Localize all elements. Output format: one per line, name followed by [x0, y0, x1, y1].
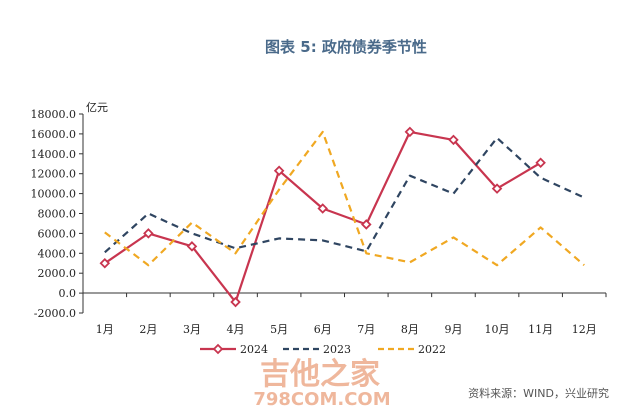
- series-point-2024: [273, 165, 285, 176]
- x-tick-label: 6月: [314, 323, 332, 336]
- series-point-2024: [317, 203, 328, 214]
- series-point-2024: [404, 126, 416, 138]
- y-tick-label: 6000.0: [38, 227, 77, 240]
- y-axis-unit: 亿元: [86, 101, 108, 114]
- y-tick-label: 18000.0: [31, 108, 77, 121]
- chart-title: 图表 5: 政府债券季节性: [265, 38, 427, 56]
- series-point-2024: [230, 296, 241, 308]
- y-tick-label: 12000.0: [31, 168, 77, 181]
- x-axis-ticks: 1月 2月 3月 4月 5月 6月 7月 8月 9月 10月 11月 12月: [82, 293, 607, 336]
- x-tick-label: 12月: [572, 323, 597, 336]
- y-tick-label: 4000.0: [38, 247, 77, 260]
- y-tick-label: 16000.0: [31, 128, 77, 141]
- y-tick-label: 0.0: [59, 287, 77, 300]
- x-tick-label: 10月: [485, 323, 510, 336]
- x-tick-label: 3月: [183, 323, 201, 336]
- series-point-2024: [448, 134, 459, 146]
- legend-label-2024: 2024: [240, 343, 268, 356]
- source-note: 资料来源：WIND，兴业研究: [468, 386, 609, 400]
- watermark-line1: 吉他之家: [260, 357, 380, 392]
- series-line-2024: [104, 130, 542, 304]
- x-tick-label: 11月: [528, 323, 553, 336]
- series-point-2024: [99, 257, 111, 269]
- x-tick-label: 5月: [270, 323, 288, 336]
- legend-marker-2024: [212, 343, 224, 355]
- series-group: [99, 126, 585, 308]
- x-tick-label: 1月: [96, 323, 114, 336]
- series-point-2024: [361, 219, 372, 230]
- x-tick-label: 4月: [227, 323, 245, 336]
- y-axis-ticks: 18000.0 16000.0 14000.0 12000.0 10000.0 8000.…: [31, 108, 83, 320]
- watermark-line2: 798COM.COM: [253, 389, 390, 410]
- series-line-2022: [104, 130, 585, 267]
- series-point-2024: [186, 241, 198, 252]
- legend-label-2022: 2022: [418, 343, 446, 356]
- y-tick-label: -2000.0: [34, 307, 76, 320]
- x-tick-label: 9月: [444, 323, 462, 336]
- legend-label-2023: 2023: [323, 343, 351, 356]
- series-point-2024: [491, 183, 503, 194]
- legend: 2024 2023 2022: [200, 343, 446, 356]
- x-tick-label: 2月: [139, 323, 157, 336]
- y-tick-label: 8000.0: [38, 208, 77, 221]
- series-point-2024: [535, 157, 546, 169]
- y-tick-label: 2000.0: [38, 267, 77, 280]
- x-tick-label: 8月: [401, 323, 419, 336]
- x-tick-label: 7月: [357, 323, 375, 336]
- y-tick-label: 14000.0: [31, 148, 77, 161]
- y-tick-label: 10000.0: [31, 188, 77, 201]
- series-point-2024: [143, 228, 154, 239]
- series-line-2023: [104, 136, 585, 254]
